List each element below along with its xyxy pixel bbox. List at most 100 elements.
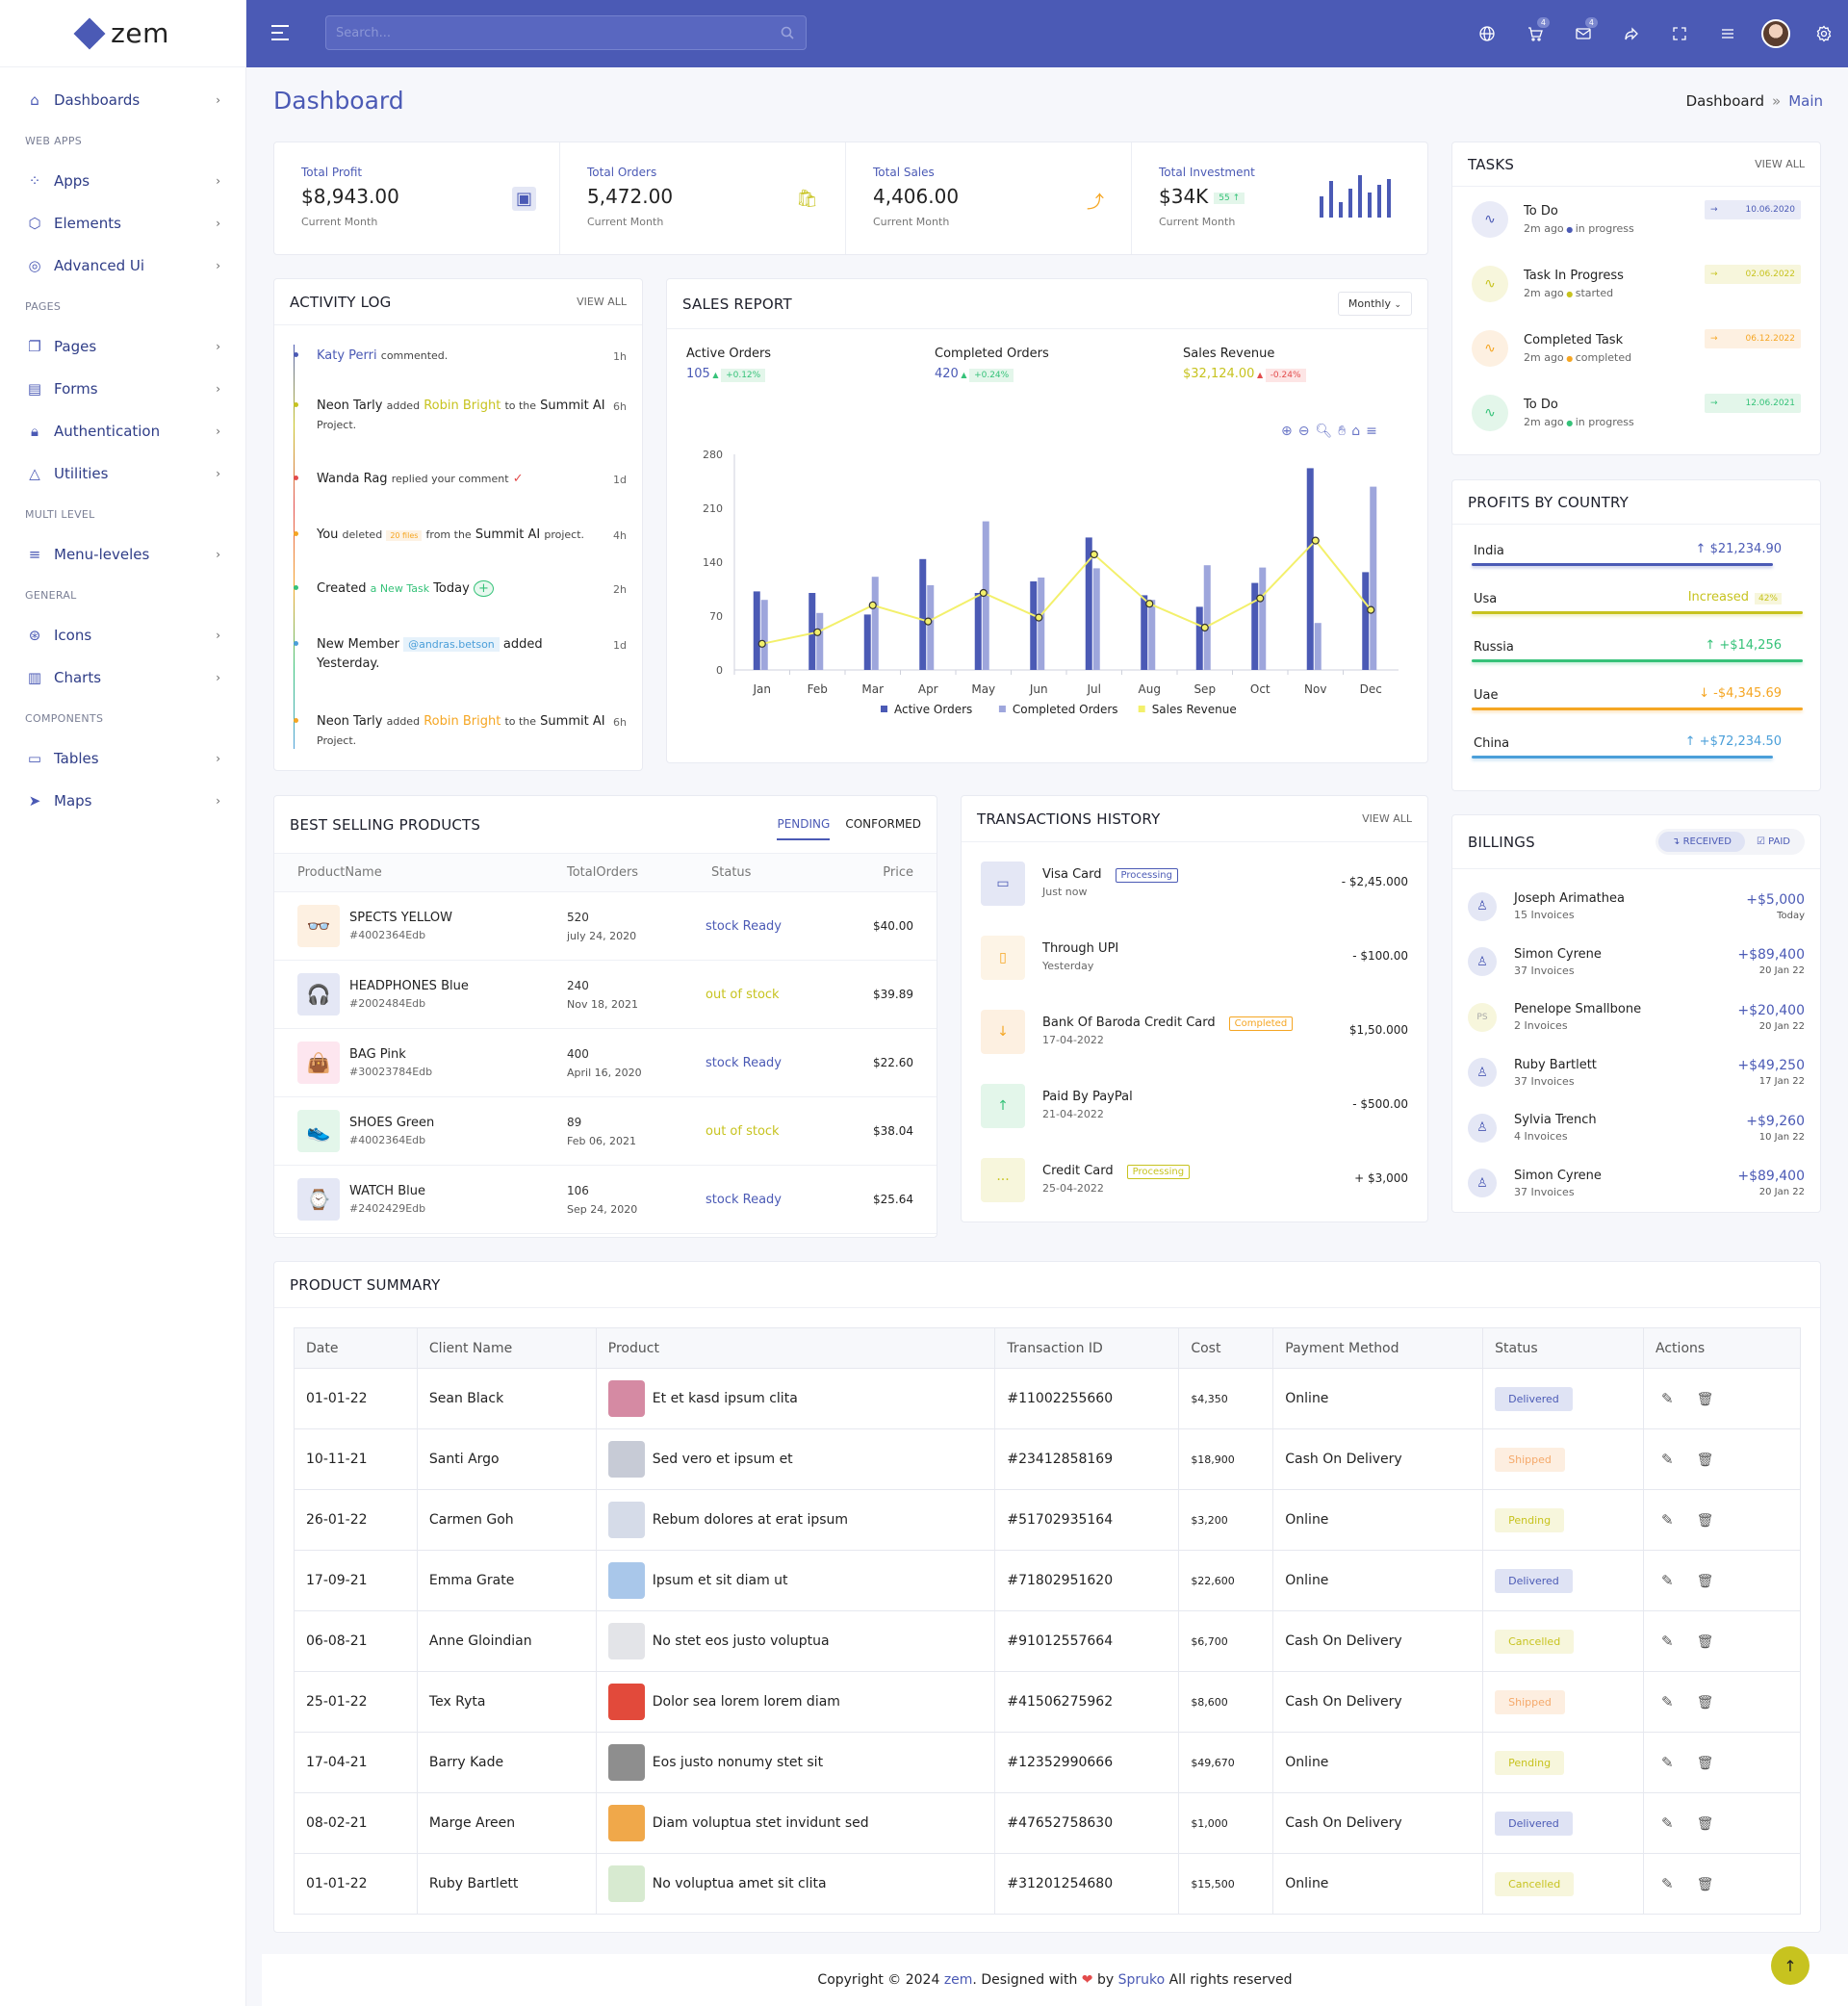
bar-completed-orders[interactable] [1259,567,1267,670]
point-sales-revenue[interactable] [757,639,766,648]
bar-active-orders[interactable] [808,593,816,670]
edit-icon[interactable]: ✎ [1661,1390,1674,1407]
search-input[interactable] [326,16,806,49]
bar-active-orders[interactable] [1085,537,1092,670]
delete-trash-icon[interactable]: 🗑︎ [1696,1634,1714,1650]
edit-icon[interactable]: ✎ [1661,1451,1674,1468]
settings-gear-icon[interactable] [1800,0,1848,67]
legend-label[interactable]: Active Orders [894,703,972,716]
footer-author-link[interactable]: Spruko [1117,1972,1166,1988]
edit-icon[interactable]: ✎ [1661,1572,1674,1589]
billing-item[interactable]: ♙ Ruby Bartlett 37 Invoices +$49,250 17 Jan … [1468,1045,1805,1101]
table-row[interactable]: 🎧 HEADPHONES Blue #2002484Edb 240 Nov 18, 20… [274,961,937,1029]
delete-trash-icon[interactable]: 🗑︎ [1696,1574,1714,1589]
menu-toggle-icon[interactable] [271,25,289,45]
list-menu-icon[interactable] [1704,0,1752,67]
bar-completed-orders[interactable] [816,612,824,670]
bar-active-orders[interactable] [974,593,982,670]
bar-active-orders[interactable] [1306,468,1314,670]
transaction-item[interactable]: ▭ Visa Card Processing Just now - $2,45.000 [962,854,1427,928]
point-sales-revenue[interactable] [1311,536,1320,545]
reset-home-icon[interactable]: ⌂ [1351,424,1361,439]
billing-item[interactable]: ♙ Simon Cyrene 37 Invoices +$89,400 20 Jan 2… [1468,935,1805,990]
bar-active-orders[interactable] [1141,595,1148,670]
table-row[interactable]: 👟 SHOES Green #4002364Edb 89 Feb 06, 2021 out… [274,1097,937,1166]
legend-label[interactable]: Sales Revenue [1152,703,1237,716]
brand-logo[interactable]: zem [0,0,245,67]
sidebar-item-tables[interactable]: ▭ Tables › [0,737,245,780]
edit-icon[interactable]: ✎ [1661,1511,1674,1529]
task-item[interactable]: ∿ Task In Progress 2m ago ● started → 02.06.… [1452,251,1820,316]
bar-completed-orders[interactable] [927,585,935,670]
point-sales-revenue[interactable] [1035,613,1043,622]
chart-menu-icon[interactable]: ≡ [1366,424,1377,439]
transactions-view-all-link[interactable]: VIEW ALL [1362,812,1412,825]
point-sales-revenue[interactable] [1256,594,1265,603]
task-item[interactable]: ∿ To Do 2m ago ● in progress → 10.06.2020 [1452,187,1820,251]
point-sales-revenue[interactable] [924,617,933,626]
bar-active-orders[interactable] [919,558,927,670]
tasks-view-all-link[interactable]: VIEW ALL [1755,158,1805,170]
sidebar-item-apps[interactable]: ⁘ Apps › [0,160,245,202]
bar-completed-orders[interactable] [1314,623,1322,670]
bar-active-orders[interactable] [753,591,760,670]
zoom-select-icon[interactable]: 🔍︎ [1315,424,1333,439]
tab-paid[interactable]: ☑ PAID [1745,832,1802,852]
delete-trash-icon[interactable]: 🗑︎ [1696,1816,1714,1832]
tab-pending[interactable]: PENDING [777,817,831,840]
sidebar-item-menu-leveles[interactable]: ≡ Menu-leveles › [0,533,245,576]
edit-icon[interactable]: ✎ [1661,1633,1674,1650]
delete-trash-icon[interactable]: 🗑︎ [1696,1453,1714,1468]
sidebar-item-maps[interactable]: ➤ Maps › [0,780,245,822]
sidebar-item-charts[interactable]: ▥ Charts › [0,656,245,699]
table-row[interactable]: 👓 SPECTS YELLOW #4002364Edb 520 july 24, 202… [274,892,937,961]
bar-active-orders[interactable] [1362,572,1370,670]
transaction-item[interactable]: ▯ Through UPI Yesterday - $100.00 [962,928,1427,1002]
bar-completed-orders[interactable] [760,600,768,670]
billing-item[interactable]: ♙ Sylvia Trench 4 Invoices +$9,260 10 Jan 22 [1468,1100,1805,1156]
share-icon[interactable] [1607,0,1656,67]
edit-icon[interactable]: ✎ [1661,1875,1674,1892]
bar-completed-orders[interactable] [1148,600,1156,670]
activity-view-all-link[interactable]: VIEW ALL [577,296,627,308]
transaction-item[interactable]: ↓ Bank Of Baroda Credit Card Completed 17-0… [962,1002,1427,1076]
table-row[interactable]: 👜 BAG Pink #30023784Edb 400 April 16, 2020 st… [274,1029,937,1097]
bar-active-orders[interactable] [1030,581,1038,670]
transaction-item[interactable]: ↑ Paid By PayPal 21-04-2022 - $500.00 [962,1076,1427,1150]
cart-icon[interactable]: 4 [1511,0,1559,67]
language-globe-icon[interactable] [1463,0,1511,67]
bar-completed-orders[interactable] [871,577,879,670]
legend-label[interactable]: Completed Orders [1013,703,1118,716]
task-item[interactable]: ∿ To Do 2m ago ● in progress → 12.06.2021 [1452,380,1820,445]
tab-received[interactable]: ↴ RECEIVED [1657,832,1745,852]
sidebar-item-pages[interactable]: ❐ Pages › [0,325,245,368]
sidebar-item-dashboards[interactable]: ⌂ Dashboards › [0,79,245,121]
bar-active-orders[interactable] [1195,606,1203,670]
sidebar-item-advanced-ui[interactable]: ◎ Advanced Ui › [0,244,245,287]
bar-active-orders[interactable] [863,614,871,670]
bar-active-orders[interactable] [1251,582,1259,670]
billing-item[interactable]: ♙ Simon Cyrene 37 Invoices +$89,400 20 Jan 2… [1468,1156,1805,1212]
sidebar-item-forms[interactable]: ▤ Forms › [0,368,245,410]
delete-trash-icon[interactable]: 🗑︎ [1696,1877,1714,1892]
task-item[interactable]: ∿ Completed Task 2m ago ● completed → 06.12.… [1452,316,1820,380]
breadcrumb-root[interactable]: Dashboard [1685,92,1764,110]
zoom-out-icon[interactable]: ⊖ [1297,424,1310,439]
zoom-in-icon[interactable]: ⊕ [1281,424,1293,439]
edit-icon[interactable]: ✎ [1661,1814,1674,1832]
sidebar-item-elements[interactable]: ⬡ Elements › [0,202,245,244]
point-sales-revenue[interactable] [1367,605,1375,614]
footer-brand-link[interactable]: zem [943,1972,973,1988]
sidebar-item-icons[interactable]: ⊛ Icons › [0,614,245,656]
transaction-item[interactable]: ··· Credit Card Processing 25-04-2022 + $3,0… [962,1150,1427,1224]
table-row[interactable]: ⌚ WATCH Blue #2402429Edb 106 Sep 24, 2020 sto… [274,1166,937,1234]
point-sales-revenue[interactable] [1145,600,1154,608]
bar-completed-orders[interactable] [1038,578,1045,670]
delete-trash-icon[interactable]: 🗑︎ [1696,1695,1714,1710]
sidebar-item-authentication[interactable]: 🔒︎ Authentication › [0,410,245,452]
billing-item[interactable]: PS Penelope Smallbone 2 Invoices +$20,400 20… [1468,990,1805,1045]
tab-conformed[interactable]: CONFORMED [845,816,921,831]
period-select[interactable]: Monthly ⌄ [1337,292,1412,316]
delete-trash-icon[interactable]: 🗑︎ [1696,1756,1714,1771]
point-sales-revenue[interactable] [979,588,988,598]
